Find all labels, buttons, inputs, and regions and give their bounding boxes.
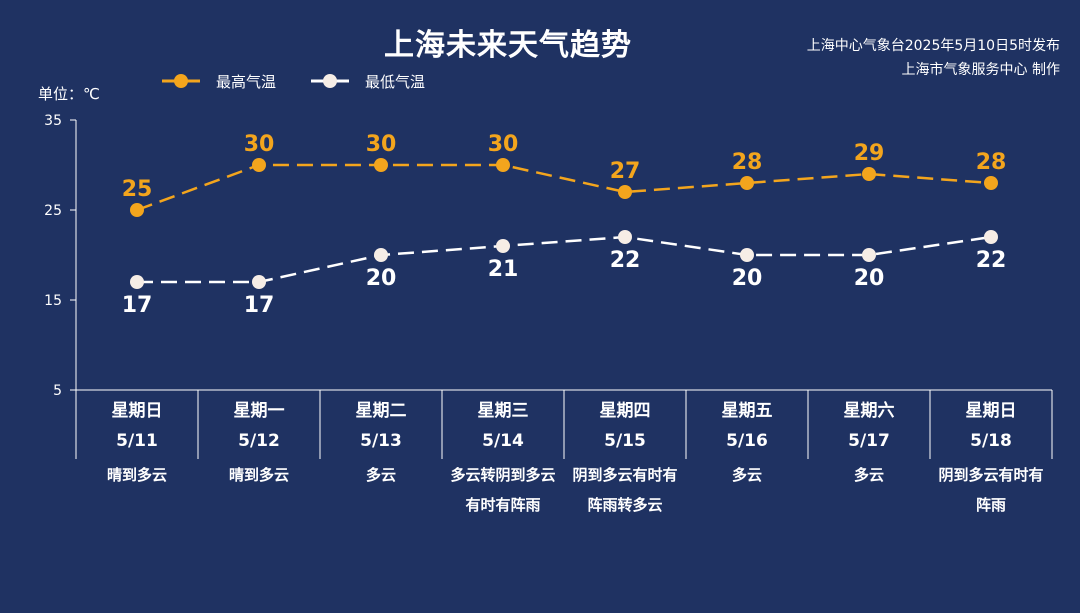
high-temp-label: 30: [366, 132, 397, 157]
weather-label: 多云: [365, 466, 396, 484]
series-high-line: [136, 163, 992, 212]
date-label: 5/17: [848, 431, 890, 451]
low-temp-label: 20: [732, 266, 763, 291]
weekday-label: 星期日: [111, 401, 163, 421]
date-label: 5/14: [482, 431, 524, 451]
high-temp-label: 28: [976, 150, 1007, 175]
day-column: 星期日 5/11 晴到多云: [76, 396, 198, 490]
date-label: 5/16: [726, 431, 768, 451]
y-tick-label: 15: [44, 293, 62, 309]
date-label: 5/15: [604, 431, 646, 451]
high-temp-label: 25: [122, 177, 153, 202]
low-temp-point: [496, 239, 510, 253]
high-temp-point: [374, 158, 388, 172]
publisher-line-1: 上海中心气象台2025年5月10日5时发布: [806, 38, 1060, 54]
high-temp-label: 30: [488, 132, 519, 157]
low-temp-point: [374, 248, 388, 262]
unit-label: 单位：℃: [38, 85, 100, 103]
date-label: 5/18: [970, 431, 1012, 451]
legend-high-marker: [162, 74, 200, 88]
low-temp-point: [130, 275, 144, 289]
date-label: 5/13: [360, 431, 402, 451]
high-temp-point: [618, 185, 632, 199]
y-tick-label: 25: [44, 203, 62, 219]
weekday-label: 星期五: [721, 401, 773, 421]
low-temp-point: [252, 275, 266, 289]
day-column: 星期五 5/16 多云: [686, 396, 808, 490]
legend-item-high: 最高气温: [160, 70, 276, 92]
y-tick-label: 5: [53, 383, 62, 399]
high-temp-point: [740, 176, 754, 190]
high-temp-point: [252, 158, 266, 172]
low-temp-label: 22: [610, 248, 641, 273]
day-column: 星期四 5/15 阴到多云有时有阵雨转多云: [564, 396, 686, 520]
low-temp-label: 20: [366, 266, 397, 291]
publisher-info: 上海中心气象台2025年5月10日5时发布 上海市气象服务中心 制作: [807, 34, 1060, 82]
low-temp-point: [862, 248, 876, 262]
low-temp-label: 22: [976, 248, 1007, 273]
high-temp-label: 28: [732, 150, 763, 175]
legend-low-marker: [311, 74, 349, 88]
high-temp-point: [984, 176, 998, 190]
weather-label: 多云: [731, 466, 762, 484]
legend-item-low: 最低气温: [309, 70, 425, 92]
low-temp-point: [740, 248, 754, 262]
low-temp-label: 20: [854, 266, 885, 291]
weather-label: 晴到多云: [228, 466, 289, 484]
publisher-line-2: 上海市气象服务中心 制作: [901, 62, 1060, 78]
low-temp-point: [984, 230, 998, 244]
low-temp-label: 17: [122, 293, 153, 318]
high-temp-point: [496, 158, 510, 172]
weather-label: 多云: [853, 466, 884, 484]
low-temp-label: 17: [244, 293, 275, 318]
legend-high-label: 最高气温: [216, 72, 277, 91]
weekday-label: 星期一: [233, 401, 285, 421]
weekday-label: 星期二: [355, 401, 407, 421]
weather-label: 晴到多云: [106, 466, 167, 484]
weekday-label: 星期日: [965, 401, 1017, 421]
legend-low-label: 最低气温: [365, 72, 426, 91]
weekday-label: 星期三: [477, 401, 529, 421]
weather-label: 阴到多云有时有阵雨转多云: [572, 466, 678, 514]
day-column: 星期二 5/13 多云: [320, 396, 442, 490]
high-temp-point: [130, 203, 144, 217]
chart-title: 上海未来天气趋势: [384, 28, 632, 63]
weekday-label: 星期六: [843, 401, 895, 421]
day-column: 星期三 5/14 多云转阴到多云有时有阵雨: [442, 396, 564, 520]
low-temp-label: 21: [488, 257, 519, 282]
high-temp-label: 30: [244, 132, 275, 157]
high-temp-label: 29: [854, 141, 885, 166]
high-temp-label: 27: [610, 159, 641, 184]
high-temp-point: [862, 167, 876, 181]
date-label: 5/12: [238, 431, 280, 451]
date-label: 5/11: [116, 431, 158, 451]
day-column: 星期六 5/17 多云: [808, 396, 930, 490]
low-temp-point: [618, 230, 632, 244]
weather-label: 多云转阴到多云有时有阵雨: [450, 466, 556, 514]
day-column: 星期一 5/12 晴到多云: [198, 396, 320, 490]
y-tick-label: 35: [44, 113, 62, 129]
weather-label: 阴到多云有时有阵雨: [938, 466, 1044, 514]
weekday-label: 星期四: [599, 401, 651, 421]
day-column: 星期日 5/18 阴到多云有时有阵雨: [930, 396, 1052, 520]
